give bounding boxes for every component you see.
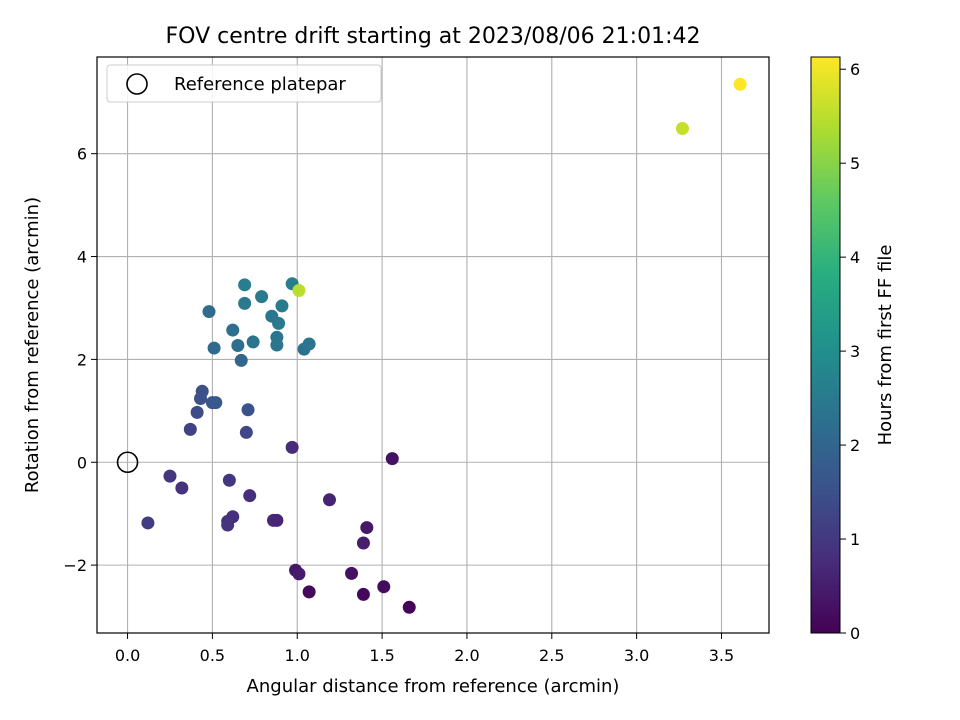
colorbar-ticks: 0 1 2 3 4 5 6 xyxy=(840,60,860,643)
data-point xyxy=(255,290,269,304)
y-tick-label: 6 xyxy=(77,145,87,164)
data-point xyxy=(285,440,299,454)
colorbar: 0 1 2 3 4 5 6 Hours from first FF file xyxy=(810,56,896,643)
data-point xyxy=(322,493,336,507)
data-point xyxy=(377,580,391,594)
data-point xyxy=(241,403,255,417)
colorbar-tick-label: 0 xyxy=(850,624,860,643)
x-tick-label: 2.5 xyxy=(539,646,564,665)
data-point xyxy=(302,585,316,599)
grid-lines xyxy=(97,57,769,633)
colorbar-tick-label: 4 xyxy=(850,248,860,267)
x-tick-label: 1.5 xyxy=(369,646,394,665)
data-point xyxy=(265,309,279,323)
data-point xyxy=(183,422,197,436)
data-point xyxy=(234,353,248,367)
colorbar-tick-label: 2 xyxy=(850,436,860,455)
data-point xyxy=(175,481,189,495)
colorbar-gradient xyxy=(810,56,841,634)
chart-title: FOV centre drift starting at 2023/08/06 … xyxy=(166,24,701,49)
colorbar-label: Hours from first FF file xyxy=(875,245,896,446)
data-point xyxy=(207,341,221,355)
x-tick-label: 0.0 xyxy=(115,646,140,665)
legend-label: Reference platepar xyxy=(174,74,346,95)
data-point xyxy=(402,600,416,614)
data-point xyxy=(195,384,209,398)
data-point xyxy=(356,587,370,601)
data-points xyxy=(141,77,747,614)
colorbar-tick-label: 3 xyxy=(850,342,860,361)
data-point xyxy=(675,121,689,135)
data-point xyxy=(275,299,289,313)
data-point xyxy=(292,567,306,581)
data-point xyxy=(270,513,284,527)
data-point xyxy=(226,323,240,337)
x-tick-label: 3.5 xyxy=(709,646,734,665)
colorbar-tick-label: 5 xyxy=(850,154,860,173)
reference-marker xyxy=(116,451,139,474)
data-point xyxy=(302,337,316,351)
data-point xyxy=(270,330,284,344)
y-tick-label: 4 xyxy=(77,248,87,267)
y-tick-label: 2 xyxy=(77,350,87,369)
data-point xyxy=(209,396,223,410)
y-axis-ticks: −2 0 2 4 6 xyxy=(63,145,97,575)
data-point xyxy=(385,452,399,466)
data-point xyxy=(231,339,245,353)
x-tick-label: 2.0 xyxy=(454,646,479,665)
data-point xyxy=(163,469,177,483)
legend-marker-open-circle xyxy=(126,73,148,95)
data-point xyxy=(246,335,260,349)
data-point xyxy=(238,296,252,310)
data-point xyxy=(292,283,306,297)
y-axis-label: Rotation from reference (arcmin) xyxy=(22,197,43,493)
data-point xyxy=(222,473,236,487)
legend-box xyxy=(106,64,382,103)
colorbar-tick-label: 6 xyxy=(850,60,860,79)
x-axis-label: Angular distance from reference (arcmin) xyxy=(247,676,620,697)
x-axis-ticks: 0.0 0.5 1.0 1.5 2.0 2.5 3.0 3.5 xyxy=(115,633,734,665)
data-point xyxy=(345,566,359,580)
y-tick-label: −2 xyxy=(63,556,87,575)
data-point xyxy=(190,405,204,419)
data-point xyxy=(141,516,155,530)
plot-area-frame xyxy=(96,56,770,634)
data-point xyxy=(243,489,257,503)
x-tick-label: 3.0 xyxy=(624,646,649,665)
x-tick-label: 1.0 xyxy=(285,646,310,665)
x-tick-label: 0.5 xyxy=(200,646,225,665)
colorbar-tick-label: 1 xyxy=(850,530,860,549)
data-point xyxy=(238,278,252,292)
legend: Reference platepar xyxy=(106,64,382,103)
data-point xyxy=(239,425,253,439)
data-point xyxy=(733,77,747,91)
y-tick-label: 0 xyxy=(77,453,87,472)
reference-point xyxy=(116,451,139,474)
data-point xyxy=(202,305,216,319)
data-point xyxy=(221,518,235,532)
data-point xyxy=(356,536,370,550)
data-point xyxy=(360,521,374,535)
